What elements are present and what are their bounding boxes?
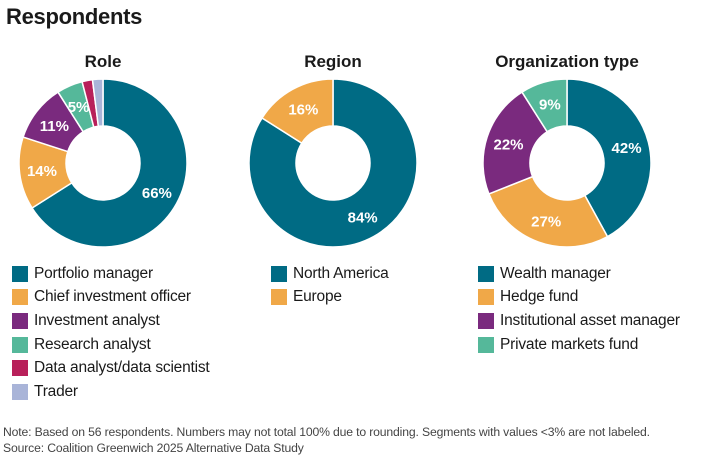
legend-label: Chief investment officer: [34, 288, 191, 306]
legend-label: Data analyst/data scientist: [34, 359, 210, 377]
legend-item-hedge-fund: Hedge fund: [478, 286, 680, 310]
legend-label: Investment analyst: [34, 311, 160, 329]
legend-item-data-analyst-data-scientist: Data analyst/data scientist: [12, 356, 210, 380]
legend-item-wealth-manager: Wealth manager: [478, 262, 680, 286]
page-title: Respondents: [6, 4, 143, 29]
legend-item-private-markets-fund: Private markets fund: [478, 333, 680, 357]
legend-swatch: [271, 265, 287, 282]
donut-segment-north-america: [248, 78, 418, 248]
legend-organization-type: Wealth manager Hedge fund Institutional as…: [478, 262, 680, 356]
legend-swatch: [12, 360, 28, 377]
legend-swatch: [12, 265, 28, 282]
source-text: Source: Coalition Greenwich 2025 Alterna…: [3, 440, 304, 455]
legend-swatch: [12, 312, 28, 329]
legend-item-north-america: North America: [271, 262, 389, 286]
donut-segment-europe: [261, 78, 334, 145]
legend-region: North America Europe: [271, 262, 389, 309]
note-text: Note: Based on 56 respondents. Numbers m…: [3, 425, 650, 439]
legend-swatch: [478, 312, 494, 329]
legend-label: North America: [293, 264, 389, 282]
legend-swatch: [478, 265, 494, 282]
donut-segment-wealth-manager: [566, 78, 652, 238]
footnote: Note: Based on 56 respondents. Numbers m…: [3, 425, 650, 456]
donut-segment-trader: [91, 78, 104, 128]
legend-item-research-analyst: Research analyst: [12, 333, 210, 357]
legend-swatch: [12, 383, 28, 400]
data-label: 5%: [68, 99, 90, 116]
legend-label: Trader: [34, 382, 78, 400]
legend-swatch: [12, 289, 28, 306]
data-label: 22%: [493, 136, 523, 153]
donut-segment-portfolio-manager: [31, 78, 188, 248]
legend-role: Portfolio manager Chief investment office…: [12, 262, 210, 404]
legend-item-chief-investment-officer: Chief investment officer: [12, 286, 210, 310]
legend-item-europe: Europe: [271, 286, 389, 310]
chart-title: Region: [304, 52, 362, 71]
donut-segment-institutional-asset-manager: [482, 91, 549, 195]
data-label: 66%: [142, 185, 172, 202]
legend-label: Hedge fund: [500, 288, 579, 306]
data-label: 27%: [531, 213, 561, 230]
legend-item-investment-analyst: Investment analyst: [12, 309, 210, 333]
legend-item-institutional-asset-manager: Institutional asset manager: [478, 309, 680, 333]
donut-segment-private-markets-fund: [520, 78, 568, 133]
legend-label: Portfolio manager: [34, 264, 153, 282]
legend-swatch: [478, 289, 494, 306]
legend-swatch: [271, 289, 287, 306]
legend-label: Private markets fund: [500, 335, 639, 353]
data-label: 16%: [288, 102, 318, 119]
donut-charts: Role 66% 14% 11% 5% Region 84% 16% Organization …: [18, 52, 652, 248]
donut-segment-hedge-fund: [487, 175, 609, 248]
data-label: 84%: [348, 209, 378, 226]
legend-swatch: [478, 336, 494, 353]
legend-item-trader: Trader: [12, 380, 210, 404]
data-label: 11%: [40, 118, 69, 135]
chart-title: Organization type: [495, 52, 639, 71]
data-label: 9%: [539, 96, 561, 113]
data-label: 42%: [612, 140, 642, 157]
legend-label: Research analyst: [34, 335, 151, 353]
legend-label: Europe: [293, 288, 342, 306]
legend-label: Institutional asset manager: [500, 311, 680, 329]
legend-swatch: [12, 336, 28, 353]
legend-item-portfolio-manager: Portfolio manager: [12, 262, 210, 286]
chart-title: Role: [85, 52, 122, 71]
data-label: 14%: [27, 163, 57, 180]
legend-label: Wealth manager: [500, 264, 611, 282]
